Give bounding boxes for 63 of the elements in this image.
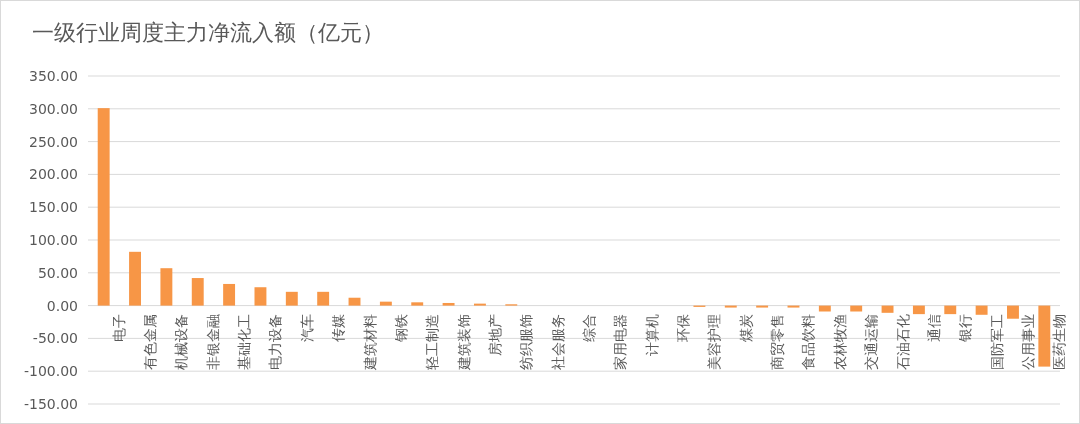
bar bbox=[254, 287, 267, 306]
x-tick-label: 煤炭 bbox=[737, 313, 754, 342]
bar bbox=[442, 302, 455, 306]
bar bbox=[317, 291, 330, 306]
x-tick-label: 农林牧渔 bbox=[831, 313, 848, 370]
bar bbox=[285, 291, 298, 306]
bar bbox=[379, 301, 392, 306]
x-tick-label: 建筑装饰 bbox=[455, 313, 472, 371]
y-tick-label: 150.00 bbox=[29, 199, 78, 216]
chart-title: 一级行业周度主力净流入额（亿元） bbox=[32, 20, 384, 45]
bar bbox=[223, 283, 236, 306]
x-tick-label: 建筑材料 bbox=[361, 313, 378, 371]
bar bbox=[191, 278, 204, 306]
bar bbox=[1007, 305, 1019, 319]
x-tick-label: 公用事业 bbox=[1019, 313, 1036, 370]
y-tick-label: 300.00 bbox=[29, 100, 78, 117]
x-tick-label: 轻工制造 bbox=[424, 313, 441, 370]
x-tick-label: 美容护理 bbox=[706, 313, 723, 370]
y-tick-label: -50.00 bbox=[32, 330, 78, 347]
x-tick-label: 房地产 bbox=[486, 313, 503, 356]
bar bbox=[944, 305, 957, 315]
bar bbox=[411, 302, 424, 306]
y-tick-label: 250.00 bbox=[29, 133, 78, 150]
bar bbox=[818, 305, 831, 312]
x-tick-label: 传媒 bbox=[330, 313, 347, 342]
bar bbox=[850, 305, 863, 312]
x-tick-label: 计算机 bbox=[643, 313, 660, 356]
bar bbox=[348, 297, 361, 306]
bar bbox=[160, 268, 173, 306]
x-tick-label: 通信 bbox=[925, 313, 942, 342]
x-tick-label: 国防军工 bbox=[988, 313, 1005, 370]
y-tick-label: 50.00 bbox=[37, 264, 78, 281]
x-tick-label: 家用电器 bbox=[612, 313, 629, 370]
bar bbox=[881, 305, 894, 313]
y-tick-label: 200.00 bbox=[29, 166, 78, 183]
y-tick-label: -100.00 bbox=[23, 363, 78, 380]
bar bbox=[975, 305, 988, 315]
x-tick-label: 机械设备 bbox=[173, 313, 190, 370]
x-tick-label: 银行 bbox=[957, 313, 974, 343]
x-tick-label: 社会服务 bbox=[549, 313, 566, 370]
y-tick-label: -150.00 bbox=[23, 395, 78, 412]
x-tick-label: 有色金属 bbox=[142, 313, 159, 370]
x-tick-label: 汽车 bbox=[298, 313, 315, 342]
bar bbox=[1038, 305, 1051, 367]
y-tick-label: 350.00 bbox=[29, 67, 78, 84]
x-tick-label: 医药生物 bbox=[1051, 313, 1068, 370]
x-tick-label: 石油石化 bbox=[894, 313, 911, 370]
bar bbox=[129, 251, 141, 306]
x-tick-label: 电子 bbox=[110, 313, 127, 342]
x-tick-label: 交通运输 bbox=[863, 313, 880, 370]
x-tick-label: 纺织服饰 bbox=[518, 313, 535, 370]
x-tick-label: 钢铁 bbox=[392, 313, 409, 343]
x-tick-label: 商贸零售 bbox=[769, 313, 786, 370]
x-tick-label: 食品饮料 bbox=[800, 313, 817, 370]
x-tick-label: 基础化工 bbox=[236, 313, 253, 370]
y-tick-label: 100.00 bbox=[29, 231, 78, 248]
y-tick-label: 0.00 bbox=[46, 297, 78, 314]
bar bbox=[912, 305, 925, 315]
x-tick-label: 环保 bbox=[675, 313, 692, 342]
bar bbox=[97, 108, 110, 306]
x-tick-label: 电力设备 bbox=[267, 313, 284, 370]
x-tick-label: 综合 bbox=[581, 313, 597, 342]
x-tick-label: 非银金融 bbox=[204, 313, 221, 370]
